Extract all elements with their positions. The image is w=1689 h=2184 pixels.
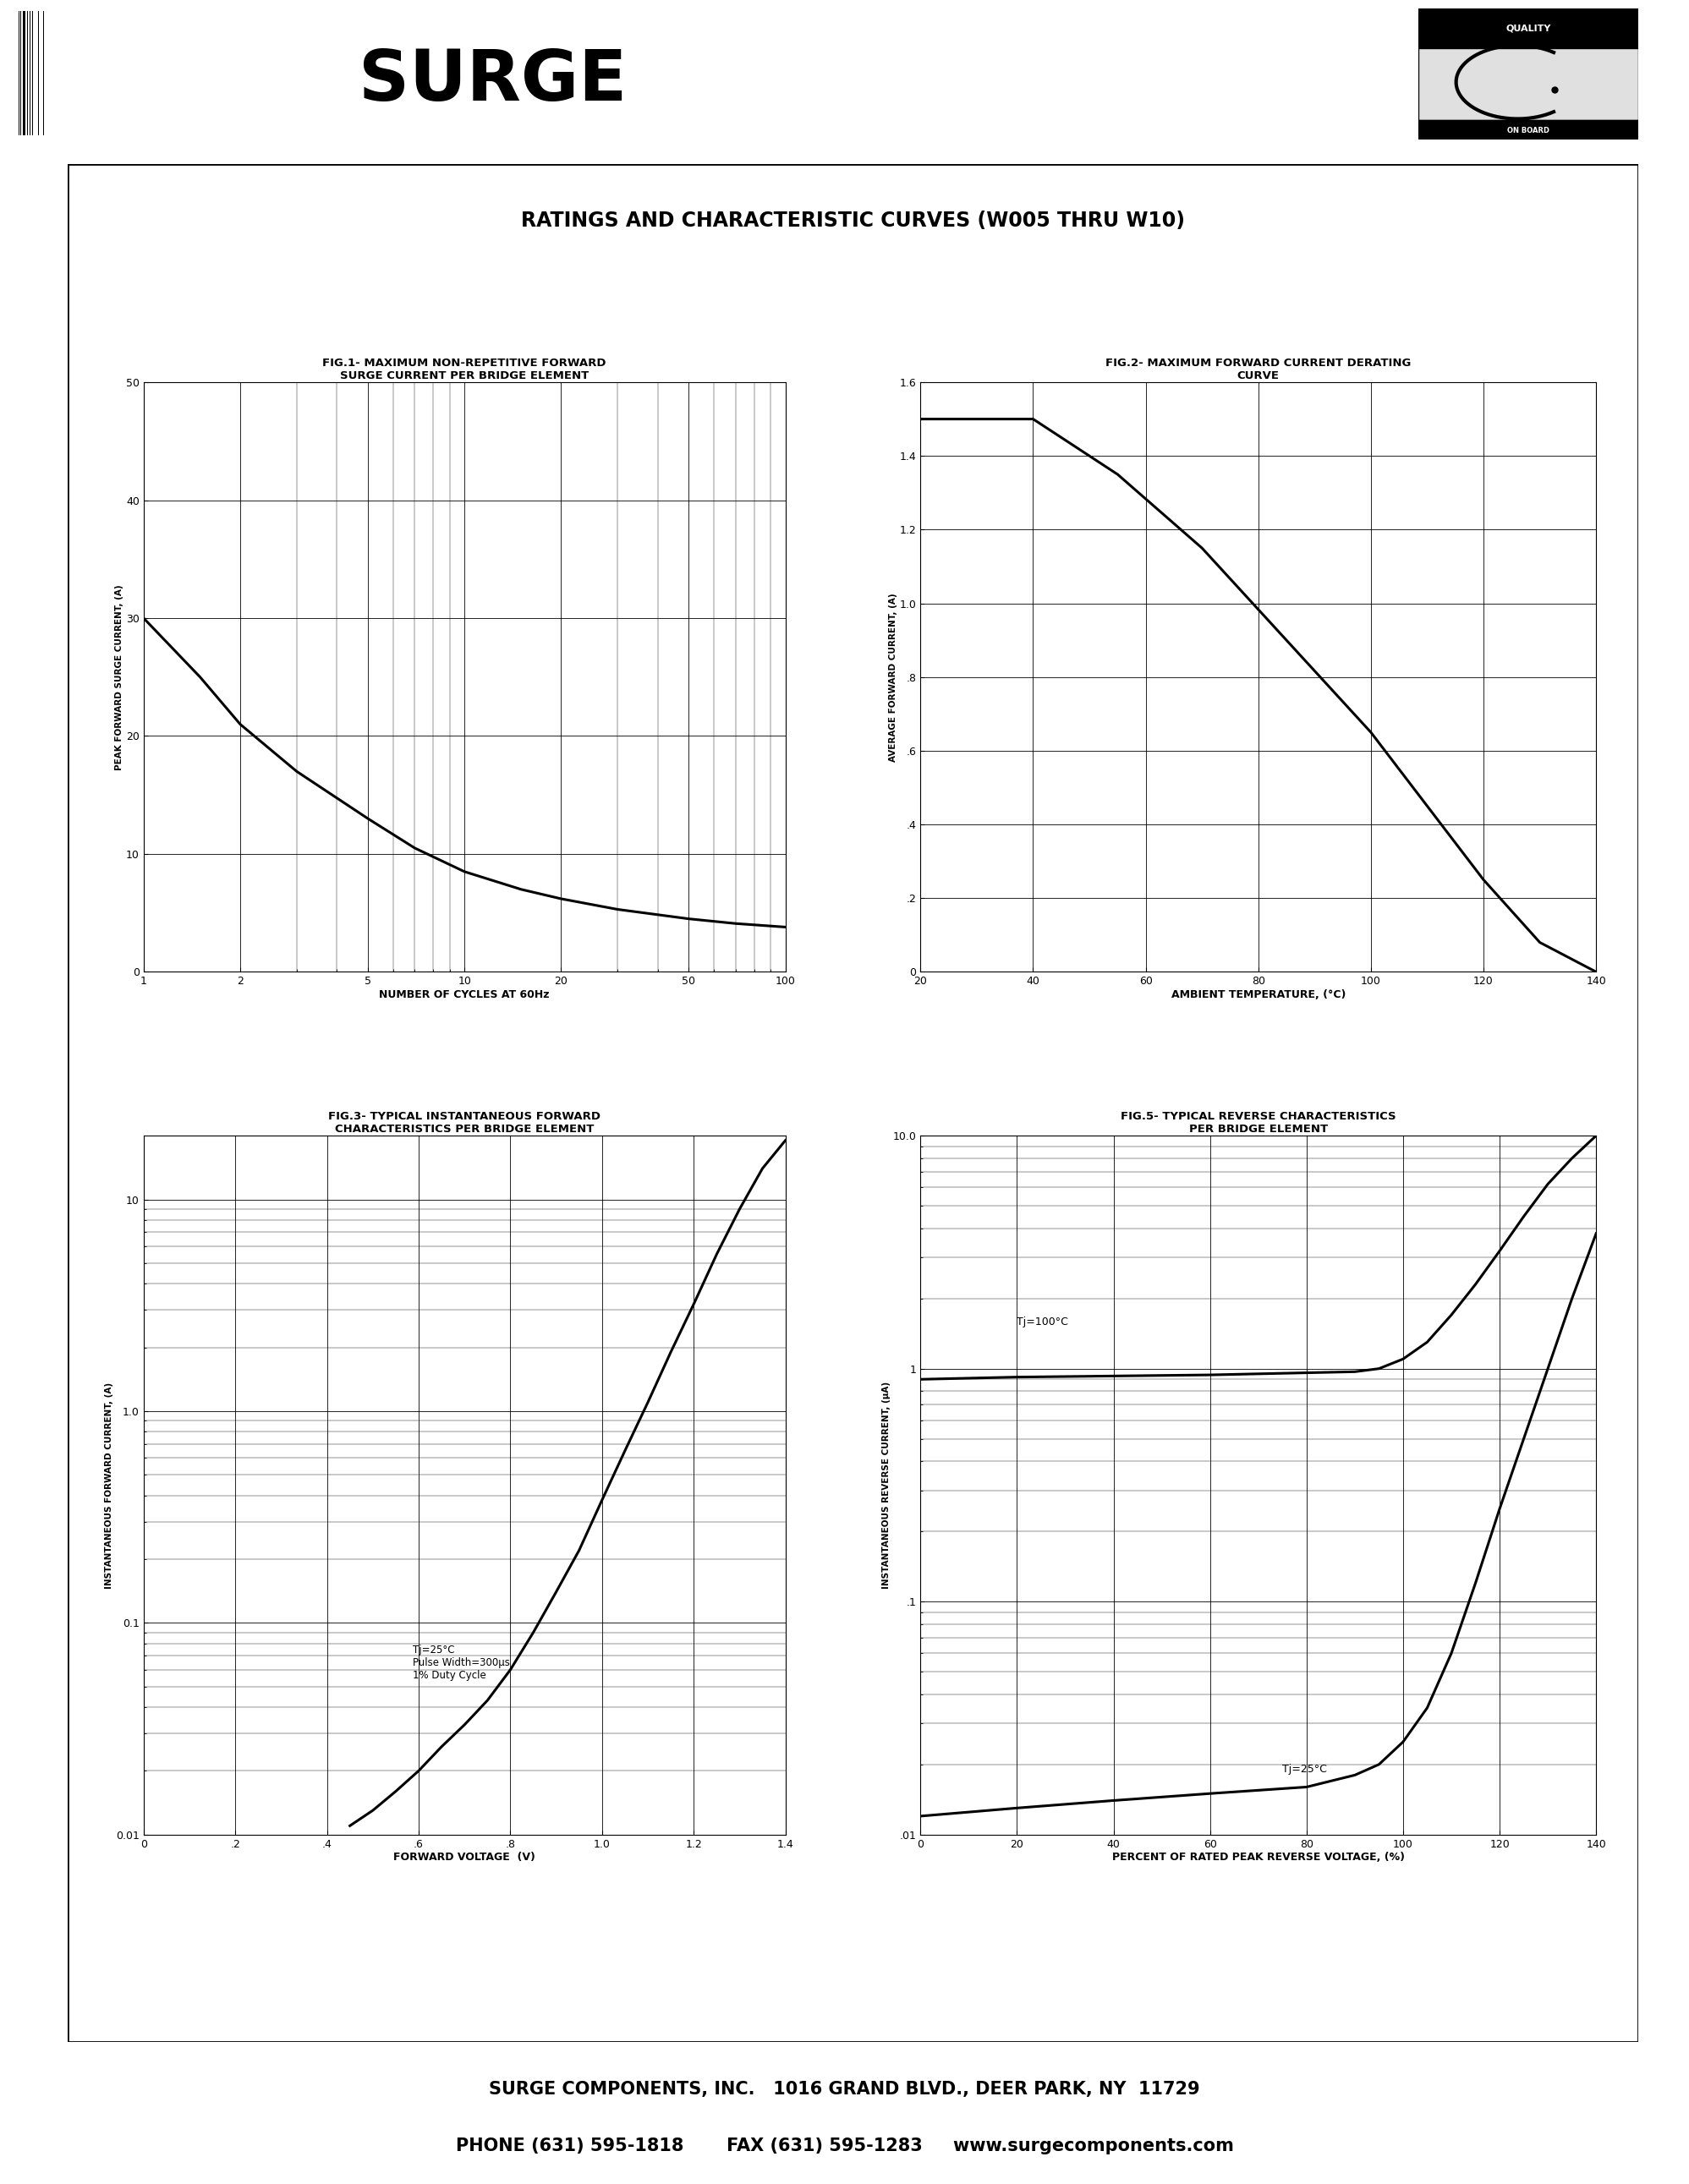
Bar bbox=[1419, 9, 1638, 48]
Text: PHONE (631) 595-1818       FAX (631) 595-1283     www.surgecomponents.com: PHONE (631) 595-1818 FAX (631) 595-1283 … bbox=[456, 2138, 1233, 2156]
Title: FIG.3- TYPICAL INSTANTANEOUS FORWARD
CHARACTERISTICS PER BRIDGE ELEMENT: FIG.3- TYPICAL INSTANTANEOUS FORWARD CHA… bbox=[328, 1112, 601, 1136]
X-axis label: AMBIENT TEMPERATURE, (°C): AMBIENT TEMPERATURE, (°C) bbox=[1170, 989, 1346, 1000]
X-axis label: PERCENT OF RATED PEAK REVERSE VOLTAGE, (%): PERCENT OF RATED PEAK REVERSE VOLTAGE, (… bbox=[1111, 1852, 1405, 1863]
Text: Tj=25°C
Pulse Width=300μs
1% Duty Cycle: Tj=25°C Pulse Width=300μs 1% Duty Cycle bbox=[414, 1645, 510, 1682]
Text: SURGE: SURGE bbox=[358, 46, 627, 116]
Text: RATINGS AND CHARACTERISTIC CURVES (W005 THRU W10): RATINGS AND CHARACTERISTIC CURVES (W005 … bbox=[520, 212, 1186, 232]
Y-axis label: PEAK FORWARD SURGE CURRENT, (A): PEAK FORWARD SURGE CURRENT, (A) bbox=[115, 583, 123, 771]
X-axis label: NUMBER OF CYCLES AT 60Hz: NUMBER OF CYCLES AT 60Hz bbox=[380, 989, 549, 1000]
Y-axis label: INSTANTANEOUS REVERSE CURRENT, (μA): INSTANTANEOUS REVERSE CURRENT, (μA) bbox=[882, 1382, 890, 1588]
Text: SURGE COMPONENTS, INC.   1016 GRAND BLVD., DEER PARK, NY  11729: SURGE COMPONENTS, INC. 1016 GRAND BLVD.,… bbox=[490, 2081, 1199, 2097]
Bar bbox=[1419, 48, 1638, 120]
Text: ON BOARD: ON BOARD bbox=[1507, 127, 1551, 135]
Y-axis label: INSTANTANEOUS FORWARD CURRENT, (A): INSTANTANEOUS FORWARD CURRENT, (A) bbox=[105, 1382, 113, 1588]
Bar bbox=[1419, 120, 1638, 140]
X-axis label: FORWARD VOLTAGE  (V): FORWARD VOLTAGE (V) bbox=[394, 1852, 535, 1863]
FancyBboxPatch shape bbox=[68, 164, 1638, 2042]
Text: QUALITY: QUALITY bbox=[1507, 24, 1551, 33]
Title: FIG.5- TYPICAL REVERSE CHARACTERISTICS
PER BRIDGE ELEMENT: FIG.5- TYPICAL REVERSE CHARACTERISTICS P… bbox=[1120, 1112, 1397, 1136]
Title: FIG.2- MAXIMUM FORWARD CURRENT DERATING
CURVE: FIG.2- MAXIMUM FORWARD CURRENT DERATING … bbox=[1106, 358, 1410, 382]
Title: FIG.1- MAXIMUM NON-REPETITIVE FORWARD
SURGE CURRENT PER BRIDGE ELEMENT: FIG.1- MAXIMUM NON-REPETITIVE FORWARD SU… bbox=[323, 358, 606, 382]
Y-axis label: AVERAGE FORWARD CURRENT, (A): AVERAGE FORWARD CURRENT, (A) bbox=[888, 592, 897, 762]
Text: Tj=100°C: Tj=100°C bbox=[1017, 1317, 1069, 1328]
Text: Tj=25°C: Tj=25°C bbox=[1282, 1765, 1328, 1776]
